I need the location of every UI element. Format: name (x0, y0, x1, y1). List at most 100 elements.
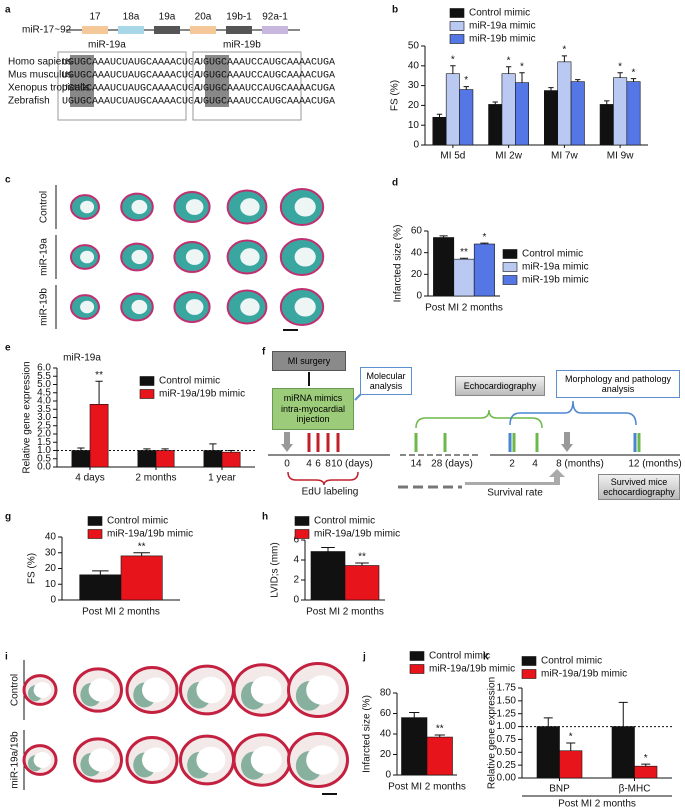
timeline-tick: 0 (284, 459, 290, 470)
timeline-box: Survived mice echocardiography (598, 474, 680, 500)
sequence: UGUGCAAAUCCAUGCAAAACUGA (197, 58, 335, 69)
y-tick-label: 60 (380, 708, 392, 719)
seed-highlight (205, 55, 229, 107)
error-bar (543, 717, 553, 727)
y-tick-label: 40 (45, 532, 57, 543)
echo-marker (535, 433, 539, 452)
y-tick-label: 80 (380, 688, 392, 699)
bar (611, 726, 635, 779)
timeline-box: Molecular analysis (360, 367, 412, 395)
error-bar (321, 547, 335, 552)
y-tick-label: 2.5 (37, 420, 51, 431)
heart-lumen (33, 682, 52, 698)
cluster-member-label: 17 (89, 12, 101, 23)
legend-label: miR-19b mimic (469, 34, 536, 45)
y-tick-label: 5.5 (37, 371, 51, 382)
bar (626, 81, 641, 146)
x-axis-label: Post MI 2 months (388, 782, 466, 793)
timeline-tick: 2 (509, 459, 515, 470)
legend-label: miR-19a mimic (522, 262, 589, 273)
bar (401, 717, 428, 776)
sequence: UGUGCAAAUCCAUGCAAAACUGA (197, 84, 335, 95)
cluster-member (118, 26, 144, 34)
species: Zebrafish (8, 96, 50, 107)
panel-label: h (262, 512, 268, 523)
cluster-name: miR-17~92 (22, 25, 72, 36)
bar (453, 258, 475, 297)
bar (137, 450, 157, 468)
y-tick-label: 2 (293, 575, 299, 586)
echo-marker (637, 433, 641, 452)
y-tick-label: 4.0 (37, 396, 51, 407)
panel-label: f (262, 347, 266, 358)
edu-marker (316, 433, 320, 452)
heart-lumen (185, 249, 204, 265)
error-bar (463, 86, 469, 90)
timeline-box: miRNA mimics intra-myocardial injection (272, 388, 354, 430)
bar (557, 61, 572, 146)
bar (544, 90, 558, 146)
alignment-box (57, 51, 187, 121)
y-tick-label: 40 (411, 247, 423, 258)
y-tick-label: 2.0 (37, 429, 51, 440)
bar (79, 574, 122, 601)
legend-label: miR-19a mimic (469, 21, 536, 32)
y-tick-label: 0 (293, 595, 299, 606)
heart-lumen (240, 298, 260, 316)
legend-swatch (449, 8, 465, 18)
y-axis-label: Relative gene expression (487, 677, 498, 789)
x-axis-label: Post MI 2 months (82, 607, 160, 618)
error-bar (548, 87, 554, 91)
error-bar (161, 448, 169, 451)
bar (570, 81, 585, 146)
sequence: UGUGCAAAUCCAUGCAAAACUGA (197, 97, 335, 108)
significance: * (507, 55, 511, 66)
timeline-box: MI surgery (272, 351, 346, 371)
timeline-tick: 12 (months) (628, 459, 681, 470)
bar (426, 736, 453, 776)
heart-lumen (294, 247, 316, 267)
y-tick-label: 3.5 (37, 404, 51, 415)
legend-label: Control mimic (429, 651, 490, 662)
y-axis-label: FS (%) (390, 80, 401, 111)
timeline-tick: 4 (532, 459, 538, 470)
sequence: UGUGCAAAUCUAUGCAAAACUGA (62, 84, 200, 95)
bar (613, 77, 628, 146)
error-bar (519, 72, 525, 83)
heart-lumen (88, 678, 115, 702)
chart-title: miR-19a (63, 353, 101, 364)
legend-swatch (502, 262, 518, 272)
brace (415, 409, 543, 429)
heart-lumen (196, 676, 226, 704)
heart-lumen (250, 746, 282, 774)
y-tick-label: 4 (293, 555, 299, 566)
timeline-tick: 14 (410, 459, 422, 470)
y-tick-label: 0.50 (497, 747, 517, 758)
legend-label: Control mimic (159, 376, 220, 387)
significance: * (618, 61, 622, 72)
significance: * (482, 232, 486, 243)
cluster-member (262, 26, 288, 34)
bar (203, 450, 223, 468)
y-axis-label: LVID;s (mm) (270, 542, 281, 597)
x-tick-label: MI 2w (495, 151, 522, 162)
cluster-member-label: 18a (123, 12, 140, 23)
x-axis-label: Post MI 2 months (306, 607, 384, 618)
significance: ** (138, 541, 146, 552)
bar (459, 89, 474, 146)
error-bar (617, 72, 623, 78)
y-tick-label: 10 (45, 579, 57, 590)
bar (221, 451, 241, 468)
y-tick-label: 0.75 (497, 734, 517, 745)
y-tick-label: 3.0 (37, 412, 51, 423)
significance: * (520, 61, 524, 72)
x-tick-label: 4 days (75, 473, 104, 484)
legend-label: miR-19a/19b mimic (429, 664, 515, 675)
timeline-box: Echocardiography (455, 376, 545, 396)
panel-label: j (362, 652, 366, 663)
y-tick-label: 10 (408, 120, 420, 131)
sequence: UGUGCAAAUCUAUGCAAAACUGA (62, 71, 200, 82)
legend-label: Control mimic (314, 516, 375, 527)
bar (599, 104, 614, 146)
legend-label: miR-19a/19b mimic (107, 529, 193, 540)
